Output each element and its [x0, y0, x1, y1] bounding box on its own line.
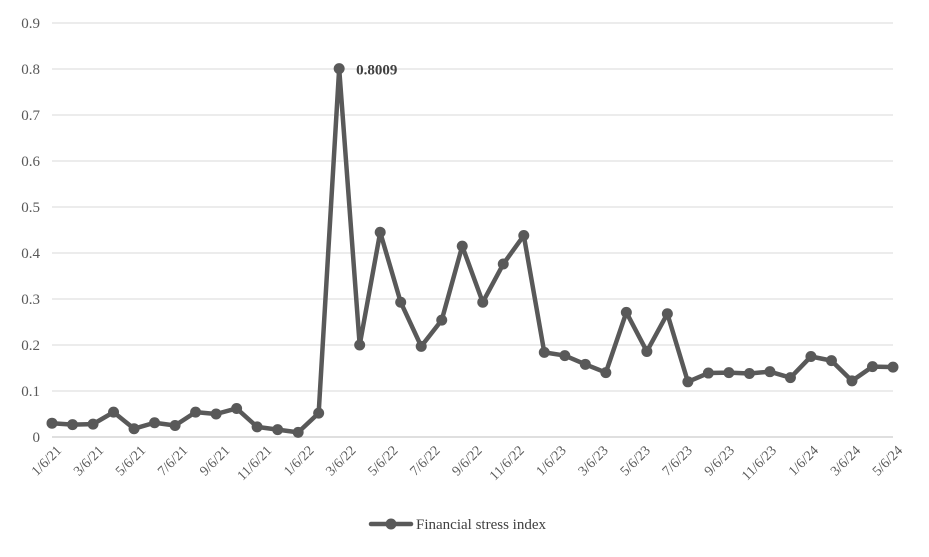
- data-point: [518, 230, 530, 242]
- data-point: [764, 366, 776, 378]
- y-tick-label: 0.9: [21, 16, 40, 32]
- x-tick-label: 1/6/23: [534, 443, 570, 479]
- x-tick-label: 7/6/21: [155, 443, 191, 479]
- data-point: [887, 361, 899, 373]
- data-point: [272, 424, 284, 436]
- data-point: [682, 376, 694, 388]
- data-point: [825, 355, 837, 367]
- y-tick-label: 0.5: [21, 200, 40, 216]
- data-point: [169, 420, 181, 431]
- data-point: [456, 240, 468, 252]
- x-tick-label: 5/6/22: [366, 443, 402, 479]
- y-tick-label: 0: [33, 430, 41, 446]
- data-point: [784, 372, 796, 384]
- data-point: [436, 314, 448, 326]
- data-point: [46, 417, 58, 429]
- data-point: [190, 406, 202, 418]
- data-point: [805, 351, 817, 362]
- y-tick-label: 0.1: [21, 384, 40, 400]
- data-point: [128, 423, 140, 435]
- data-point: [579, 358, 591, 370]
- data-point: [210, 408, 222, 420]
- gridlines: [52, 22, 893, 392]
- y-axis: 0 0.1 0.2 0.3 0.4 0.5 0.6 0.7 0.8 0.9: [21, 16, 40, 446]
- data-point: [313, 407, 325, 419]
- y-tick-label: 0.6: [21, 154, 40, 170]
- data-point: [354, 339, 366, 351]
- data-point: [231, 402, 243, 414]
- x-tick-label: 9/6/22: [450, 443, 486, 479]
- x-tick-label: 1/6/24: [786, 443, 822, 479]
- x-tick-label: 1/6/21: [29, 443, 65, 479]
- y-tick-label: 0.2: [21, 338, 40, 354]
- data-point: [292, 426, 304, 438]
- data-point: [846, 375, 858, 387]
- data-point: [641, 345, 653, 357]
- data-point: [333, 63, 345, 75]
- y-tick-label: 0.8: [21, 62, 40, 78]
- x-tick-label: 5/6/23: [618, 443, 654, 479]
- data-point: [620, 306, 632, 318]
- x-tick-label: 5/6/24: [870, 443, 906, 479]
- data-point: [67, 419, 79, 431]
- y-tick-label: 0.7: [21, 108, 40, 124]
- data-point: [723, 367, 735, 379]
- data-point: [374, 226, 386, 238]
- data-point: [251, 421, 263, 433]
- data-point: [866, 361, 878, 373]
- legend-label: Financial stress index: [416, 517, 546, 533]
- data-point: [743, 368, 755, 380]
- x-tick-label: 11/6/23: [739, 443, 779, 483]
- series-financial-stress-index: [46, 63, 899, 438]
- x-axis: 1/6/21 3/6/21 5/6/21 7/6/21 9/6/21 11/6/21 1/6…: [29, 436, 906, 484]
- data-point: [600, 367, 612, 379]
- x-tick-label: 3/6/24: [828, 443, 864, 479]
- series-line: [49, 66, 896, 435]
- data-label: 0.8009: [356, 63, 397, 79]
- x-tick-label: 9/6/23: [702, 443, 738, 479]
- data-point: [497, 258, 509, 270]
- x-tick-label: 3/6/21: [71, 443, 107, 479]
- data-point: [415, 340, 427, 352]
- data-point: [477, 296, 489, 308]
- x-tick-label: 9/6/21: [197, 443, 233, 479]
- x-tick-label: 3/6/22: [323, 443, 359, 479]
- legend: Financial stress index: [368, 517, 546, 533]
- data-point: [395, 296, 407, 308]
- x-tick-label: 11/6/21: [235, 443, 275, 483]
- x-tick-label: 1/6/22: [281, 443, 317, 479]
- x-tick-label: 7/6/22: [408, 443, 444, 479]
- data-point: [661, 308, 673, 320]
- data-point: [108, 406, 120, 418]
- x-tick-label: 7/6/23: [660, 443, 696, 479]
- x-tick-label: 3/6/23: [576, 443, 612, 479]
- data-point: [559, 350, 571, 362]
- data-point: [87, 418, 99, 430]
- legend-marker: [385, 518, 397, 530]
- data-point: [702, 367, 714, 379]
- x-tick-label: 5/6/21: [113, 443, 149, 479]
- data-point: [149, 417, 161, 429]
- data-point: [538, 346, 550, 358]
- y-tick-label: 0.4: [21, 246, 40, 262]
- y-tick-label: 0.3: [21, 292, 40, 308]
- x-tick-label: 11/6/22: [487, 443, 527, 483]
- annotations: 0.8009: [356, 63, 397, 79]
